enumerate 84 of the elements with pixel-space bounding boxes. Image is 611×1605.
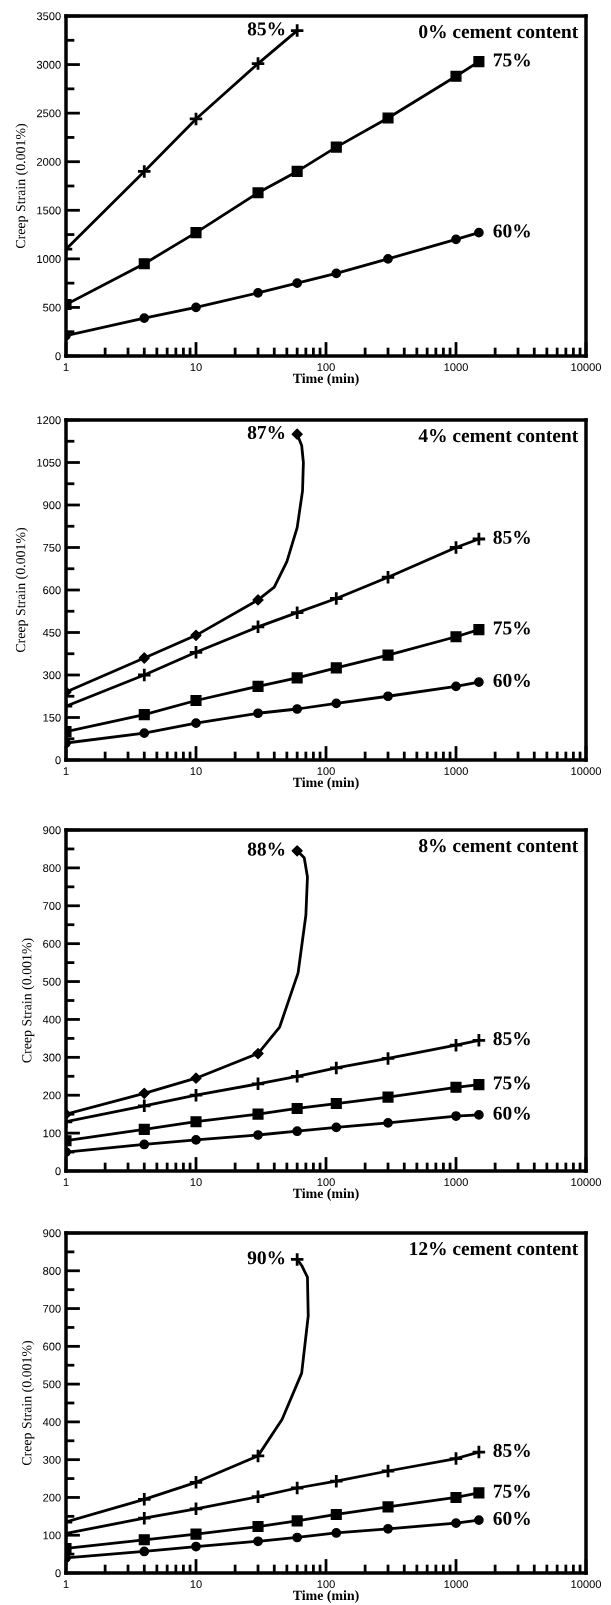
series-label: 75%: [493, 1484, 530, 1498]
series-label: 88%: [247, 842, 285, 856]
x-tick-label: 1000: [444, 363, 468, 372]
y-tick-label: 0: [55, 1569, 61, 1578]
annotation: 0% cement content: [419, 25, 579, 39]
y-tick-label: 1200: [37, 416, 61, 425]
y-tick-label: 600: [43, 1342, 61, 1351]
y-tick-label: 800: [43, 864, 61, 873]
x-axis-title: Time (min): [292, 1188, 359, 1201]
x-tick-label: 10: [190, 1178, 202, 1187]
y-axis-title: Creep Strain (0.001%): [15, 123, 29, 249]
x-tick-label: 1: [63, 1178, 69, 1186]
y-tick-label: 100: [43, 1129, 61, 1138]
y-tick-label: 400: [42, 1418, 61, 1427]
y-tick-label: 450: [42, 628, 61, 637]
x-tick-label: 10: [190, 363, 202, 372]
annotation: 12% cement content: [410, 1242, 579, 1256]
y-tick-label: 1000: [37, 255, 61, 263]
y-tick-label: 2500: [36, 109, 61, 118]
y-axis-title: Creep Strain (0.001%): [15, 527, 29, 653]
x-tick-label: 100: [317, 767, 335, 776]
x-tick-label: 10: [190, 767, 202, 776]
series-label: 85%: [247, 22, 285, 36]
series-label: 60%: [493, 1106, 530, 1120]
y-axis-title: Creep Strain (0.001%): [21, 938, 35, 1063]
y-tick-label: 500: [43, 977, 61, 986]
annotation: 8% cement content: [419, 839, 579, 853]
y-tick-label: 300: [43, 1053, 61, 1062]
x-tick-label: 10000: [571, 767, 602, 776]
y-tick-label: 750: [43, 543, 61, 552]
y-tick-label: 900: [43, 826, 61, 835]
y-tick-label: 900: [43, 1229, 61, 1238]
x-axis-title: Time (min): [292, 1590, 359, 1603]
series-label: 85%: [493, 1032, 530, 1046]
x-tick-label: 100: [317, 363, 335, 372]
x-tick-label: 10000: [571, 1178, 602, 1187]
y-tick-label: 0: [55, 352, 61, 361]
y-tick-label: 500: [43, 303, 61, 312]
series-label: 87%: [247, 425, 285, 440]
y-tick-label: 600: [43, 939, 61, 948]
x-tick-label: 1000: [444, 767, 468, 776]
series-label: 60%: [493, 224, 530, 238]
y-tick-label: 3000: [36, 60, 61, 69]
series-label: 75%: [493, 1076, 530, 1090]
y-tick-label: 100: [43, 1531, 61, 1540]
y-tick-label: 600: [43, 586, 61, 595]
y-tick-label: 700: [43, 902, 61, 910]
y-tick-label: 200: [43, 1493, 61, 1502]
x-tick-label: 1000: [444, 1580, 468, 1589]
y-tick-label: 200: [43, 1091, 61, 1100]
x-tick-label: 1: [63, 363, 69, 371]
y-tick-label: 3500: [36, 12, 61, 21]
y-tick-label: 0: [55, 756, 61, 765]
series-label: 85%: [493, 530, 530, 544]
y-tick-label: 0: [55, 1167, 61, 1176]
series-label: 75%: [493, 621, 530, 635]
annotation: 4% cement content: [418, 429, 579, 443]
x-tick-label: 10: [190, 1580, 202, 1589]
y-tick-label: 500: [43, 1380, 61, 1389]
series-label: 75%: [493, 53, 530, 67]
x-tick-label: 10000: [571, 363, 602, 372]
x-tick-label: 1: [63, 1580, 69, 1588]
y-axis-title: Creep Strain (0.001%): [21, 1340, 35, 1466]
x-tick-label: 10000: [571, 1580, 602, 1589]
series-label: 85%: [493, 1443, 530, 1458]
y-tick-label: 300: [43, 1455, 61, 1464]
y-tick-label: 800: [43, 1267, 61, 1275]
y-tick-label: 400: [42, 1015, 61, 1024]
series-label: 90%: [247, 1251, 285, 1265]
y-tick-label: 150: [43, 713, 61, 722]
x-tick-label: 1000: [444, 1178, 468, 1187]
x-tick-label: 100: [317, 1580, 335, 1589]
x-axis-title: Time (min): [292, 777, 359, 790]
series-label: 60%: [493, 1511, 530, 1526]
x-tick-label: 1: [63, 767, 69, 775]
y-tick-label: 2000: [36, 157, 61, 166]
y-tick-label: 1050: [37, 458, 61, 467]
y-tick-label: 700: [43, 1304, 61, 1313]
series-label: 60%: [493, 673, 530, 688]
y-tick-label: 300: [43, 671, 61, 680]
x-axis-title: Time (min): [292, 373, 359, 386]
x-tick-label: 100: [317, 1178, 335, 1187]
y-tick-label: 900: [43, 501, 61, 510]
y-tick-label: 1500: [37, 206, 61, 215]
